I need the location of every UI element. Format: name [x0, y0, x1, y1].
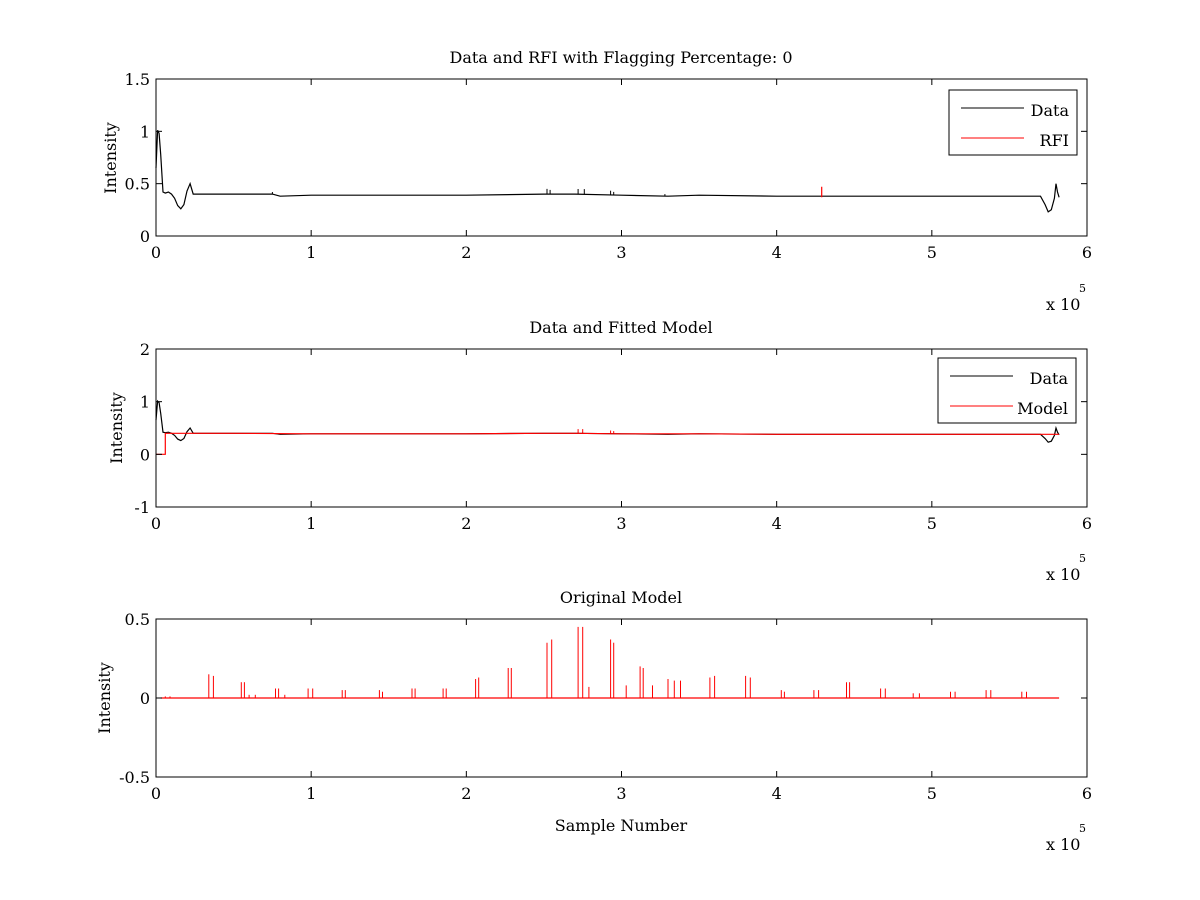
- y-tick-label: 0.5: [125, 175, 150, 194]
- chart-title: Data and Fitted Model: [529, 318, 712, 337]
- x-tick-label: 4: [772, 784, 782, 803]
- x-tick-label: 1: [306, 514, 316, 533]
- y-axis-label: Intensity: [107, 392, 126, 464]
- plot-area: [155, 399, 1060, 455]
- x-multiplier-exponent: 5: [1079, 282, 1086, 295]
- x-tick-label: 3: [616, 514, 626, 533]
- x-tick-label: 6: [1082, 784, 1092, 803]
- x-tick-label: 0: [151, 784, 161, 803]
- y-tick-label: 1: [140, 393, 150, 412]
- x-tick-label: 5: [927, 784, 937, 803]
- x-multiplier-exponent: 5: [1079, 552, 1086, 565]
- y-axis-label: Intensity: [95, 662, 114, 734]
- legend-box: [948, 89, 1078, 156]
- y-tick-label: -0.5: [119, 768, 150, 787]
- x-multiplier-base: x 10: [1046, 835, 1080, 854]
- y-tick-label: 1.5: [125, 70, 150, 89]
- plot-area: [160, 626, 1060, 699]
- x-axis-label: Sample Number: [555, 816, 688, 835]
- x-tick-label: 5: [927, 243, 937, 262]
- legend-label: Model: [1017, 399, 1068, 418]
- x-tick-label: 6: [1082, 243, 1092, 262]
- x-tick-label: 1: [306, 243, 316, 262]
- y-tick-label: 2: [140, 340, 150, 359]
- x-tick-label: 1: [306, 784, 316, 803]
- chart-title: Original Model: [560, 588, 682, 607]
- x-multiplier-base: x 10: [1046, 565, 1080, 584]
- x-tick-label: 4: [772, 243, 782, 262]
- x-tick-label: 3: [616, 243, 626, 262]
- x-tick-label: 4: [772, 514, 782, 533]
- chart-title: Data and RFI with Flagging Percentage: 0: [449, 48, 792, 67]
- panel-original-model: Original Model Intensity Sample Number x…: [95, 588, 1092, 854]
- x-multiplier-exponent: 5: [1079, 822, 1086, 835]
- y-tick-label: 0: [140, 227, 150, 246]
- y-tick-label: 0.5: [125, 610, 150, 629]
- panel-data-fitted-model: Data and Fitted Model Intensity x 10 5 0…: [107, 318, 1092, 584]
- panel-data-rfi: Data and RFI with Flagging Percentage: 0…: [101, 48, 1092, 314]
- x-tick-label: 2: [461, 514, 471, 533]
- x-tick-label: 5: [927, 514, 937, 533]
- y-tick-label: -1: [134, 498, 150, 517]
- legend-label: RFI: [1040, 131, 1069, 150]
- x-tick-label: 2: [461, 784, 471, 803]
- x-tick-label: 2: [461, 243, 471, 262]
- legend: Data RFI: [948, 89, 1078, 156]
- series-line-model: [156, 432, 1060, 455]
- x-tick-label: 0: [151, 514, 161, 533]
- legend-label: Data: [1031, 101, 1070, 120]
- x-multiplier-base: x 10: [1046, 295, 1080, 314]
- y-tick-label: 0: [140, 689, 150, 708]
- y-tick-label: 0: [140, 445, 150, 464]
- legend-label: Data: [1030, 369, 1069, 388]
- y-axis-label: Intensity: [101, 122, 120, 194]
- x-tick-label: 0: [151, 243, 161, 262]
- x-tick-label: 3: [616, 784, 626, 803]
- legend: Data Model: [937, 357, 1077, 424]
- x-tick-label: 6: [1082, 514, 1092, 533]
- plot-area: [155, 130, 1060, 213]
- series-line-data: [155, 130, 1060, 213]
- legend-box: [937, 357, 1077, 424]
- y-tick-label: 1: [140, 122, 150, 141]
